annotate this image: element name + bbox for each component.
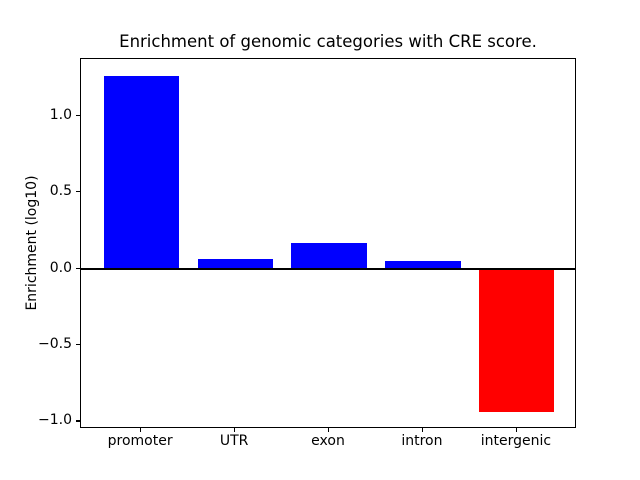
y-tick-label-−1.0: −1.0 [38, 412, 72, 429]
y-tick-label-1.0: 1.0 [49, 106, 72, 123]
bar-UTR [197, 259, 273, 269]
zero-line [81, 267, 575, 270]
bar-intron [385, 260, 461, 269]
y-tick-label-0.5: 0.5 [49, 183, 72, 199]
y-tick-label-0.0: 0.0 [49, 259, 72, 276]
x-tick-mark-intergenic [515, 428, 518, 432]
x-tick-label-promoter: promoter [107, 433, 173, 449]
x-tick-label-exon: exon [311, 433, 345, 449]
x-tick-label-intron: intron [401, 433, 443, 449]
y-tick-mark-1.0 [76, 114, 80, 116]
x-tick-mark-exon [328, 428, 330, 432]
y-tick-mark-−1.0 [76, 420, 80, 422]
x-tick-mark-intron [421, 428, 424, 432]
plot-area [80, 58, 576, 428]
bar-promoter [103, 75, 179, 269]
y-tick-mark-−0.5 [76, 343, 80, 346]
bar-exon [291, 242, 367, 269]
y-tick-mark-0.0 [76, 267, 80, 269]
x-tick-mark-promoter [140, 428, 142, 432]
x-tick-label-intergenic: intergenic [480, 433, 552, 449]
bar-intergenic [479, 268, 555, 413]
y-tick-mark-0.5 [76, 191, 80, 193]
chart-title: Enrichment of genomic categories with CR… [119, 32, 537, 51]
x-tick-mark-UTR [234, 428, 236, 432]
y-tick-label-−0.5: −0.5 [38, 335, 72, 352]
x-tick-label-UTR: UTR [219, 433, 249, 449]
